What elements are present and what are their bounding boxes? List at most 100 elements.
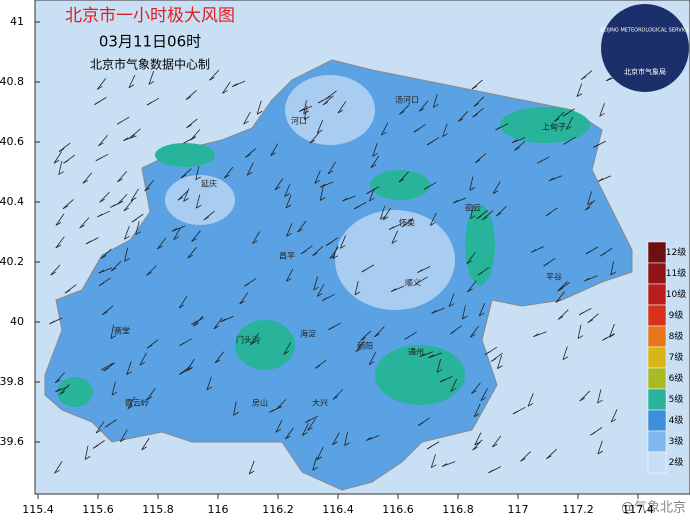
place-label: 大兴: [312, 398, 328, 408]
barb: [473, 403, 481, 417]
barb-flag: [203, 216, 209, 221]
barb-flag: [312, 252, 318, 257]
place-label: 海淀: [300, 329, 316, 339]
barb-flag: [303, 110, 309, 115]
x-tick-label: 116.6: [382, 503, 414, 516]
barb: [297, 220, 307, 233]
barb: [597, 440, 603, 455]
barb-flag: [452, 199, 459, 204]
place-label: 斋堂: [114, 326, 130, 336]
barb-flag: [239, 300, 245, 305]
barb-flag: [95, 429, 102, 434]
barb-flag: [284, 193, 290, 197]
barb-flag: [372, 153, 378, 157]
barb: [53, 151, 62, 164]
barb-flag: [476, 215, 482, 220]
barb-flag: [183, 198, 189, 202]
barb-flag: [470, 215, 476, 220]
legend-swatch: [647, 283, 667, 306]
barb-flag: [497, 365, 503, 369]
barb: [62, 199, 74, 210]
barb: [418, 100, 429, 112]
barb-flag: [246, 171, 253, 176]
barb-flag: [557, 316, 564, 320]
barb-flag: [193, 322, 199, 327]
barb: [246, 162, 254, 176]
barb-flag: [579, 397, 586, 402]
barb-flag: [355, 348, 362, 353]
barb-flag: [514, 147, 520, 151]
barb: [157, 237, 167, 250]
barb-flag: [124, 258, 130, 262]
barb-flag: [314, 365, 321, 369]
barb: [374, 326, 385, 338]
barb-flag: [492, 443, 498, 448]
light-zone: [335, 210, 455, 310]
barb-flag: [553, 118, 560, 123]
barb-flag: [64, 289, 71, 294]
legend-swatch: [647, 304, 667, 327]
legend-swatch: [647, 346, 667, 369]
barb-flag: [361, 268, 367, 273]
time: 03月11日06时: [99, 33, 201, 51]
barb-flag: [584, 277, 590, 282]
barb: [473, 96, 485, 107]
legend-label: 3级: [669, 435, 684, 447]
barb: [368, 188, 375, 202]
barb: [372, 143, 378, 157]
barb-flag: [469, 187, 476, 191]
barb-flag: [130, 197, 137, 202]
barb-flag: [472, 446, 478, 451]
legend-swatch: [647, 367, 667, 390]
barb: [148, 71, 154, 85]
barb-flag: [244, 282, 250, 287]
barb-flag: [224, 174, 230, 179]
barb: [214, 351, 224, 364]
barb-flag: [58, 148, 65, 152]
barb-flag: [313, 286, 319, 291]
legend-swatch: [647, 388, 667, 411]
barb: [339, 235, 346, 249]
barb: [185, 90, 197, 100]
barb-flag: [366, 437, 372, 441]
barb: [527, 393, 534, 407]
barb-flag: [374, 333, 380, 338]
barb-flag: [593, 144, 599, 148]
barb: [337, 101, 347, 114]
barb: [123, 135, 137, 142]
barb-flag: [328, 326, 334, 331]
barb: [472, 439, 483, 451]
barb-flag: [491, 358, 497, 362]
barb-flag: [233, 411, 239, 416]
barb-flag: [274, 186, 281, 191]
barb-flag: [380, 215, 386, 220]
barb: [285, 427, 294, 440]
barb-flag: [390, 288, 397, 292]
barb-flag: [354, 291, 361, 296]
barb: [429, 212, 437, 226]
barb-flag: [146, 272, 152, 276]
barb: [497, 355, 503, 369]
barb-flag: [482, 216, 488, 221]
barb-flag: [59, 391, 65, 395]
barb-flag: [102, 311, 108, 316]
barb-flag: [562, 112, 569, 117]
legend-swatch: [647, 262, 667, 285]
barb: [495, 206, 507, 217]
barb: [124, 247, 129, 262]
x-tick-label: 117.2: [562, 503, 594, 516]
place-label: 顺义: [405, 279, 421, 288]
logo-cn: 北京市气象局: [624, 67, 666, 76]
barb-flag: [63, 159, 69, 164]
barb: [332, 389, 344, 400]
legend-swatch: [647, 430, 667, 453]
barb-flag: [55, 388, 61, 393]
barb: [391, 230, 399, 244]
barb-flag: [418, 108, 425, 112]
place-label: 平谷: [546, 273, 562, 282]
barb-flag: [54, 469, 60, 474]
barb-flag: [135, 231, 141, 235]
barb-flag: [431, 464, 437, 469]
barb-flag: [388, 226, 395, 231]
